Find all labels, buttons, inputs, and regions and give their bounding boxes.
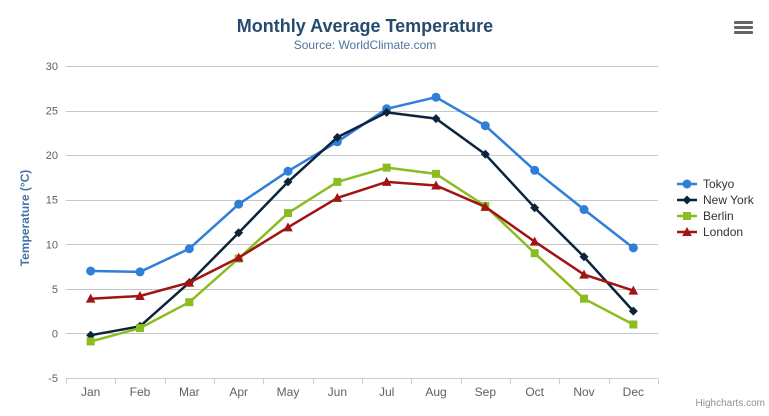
legend-label: Tokyo [703, 177, 735, 191]
series-london-point-feb[interactable] [135, 290, 145, 300]
series-tokyo[interactable] [86, 92, 638, 277]
x-axis-label-jan: Jan [81, 385, 100, 399]
series-london-point-mar[interactable] [184, 277, 195, 287]
series-london[interactable] [85, 176, 639, 303]
series-tokyo-point-aug[interactable] [431, 92, 441, 102]
y-axis-label-30: 30 [46, 61, 58, 73]
series-berlin-point-nov[interactable] [580, 294, 588, 303]
series-new-york-point-jun[interactable] [332, 132, 342, 142]
series-berlin-point-jun[interactable] [333, 177, 342, 186]
series-berlin-point-dec[interactable] [629, 320, 638, 329]
x-axis-label-aug: Aug [425, 385, 446, 399]
x-axis-label-oct: Oct [525, 385, 544, 399]
series-london-point-nov[interactable] [579, 269, 589, 279]
series-tokyo-point-dec[interactable] [628, 243, 638, 253]
y-axis-label-20: 20 [46, 150, 58, 162]
series-berlin-point-mar[interactable] [185, 298, 194, 307]
series-london-point-may[interactable] [283, 222, 293, 232]
series-new-york-point-sep[interactable] [480, 149, 490, 159]
series-berlin-point-may[interactable] [284, 209, 292, 218]
series-berlin-line [90, 166, 634, 343]
series-london-point-apr[interactable] [233, 252, 244, 262]
hamburger-icon [734, 31, 753, 34]
legend-item-berlin[interactable]: Berlin [676, 208, 754, 224]
legend-symbol-circle-icon [677, 179, 697, 189]
x-axis-label-mar: Mar [179, 385, 200, 399]
chart-title: Monthly Average Temperature [236, 16, 494, 36]
series-new-york[interactable] [86, 107, 638, 340]
x-axis-label-jun: Jun [328, 385, 347, 399]
series-tokyo-point-apr[interactable] [234, 199, 244, 209]
legend-item-tokyo[interactable]: Tokyo [676, 176, 754, 192]
legend-symbol-diamond-icon [677, 195, 697, 205]
series-new-york-point-dec[interactable] [628, 306, 638, 316]
series-new-york-point-jul[interactable] [382, 107, 392, 117]
x-axis-label-jul: Jul [379, 385, 394, 399]
x-axis-label-may: May [277, 385, 300, 399]
chart-context-menu-button[interactable] [734, 21, 753, 34]
series-berlin-point-aug[interactable] [432, 169, 440, 178]
x-axis-label-feb: Feb [130, 385, 151, 399]
series-new-york-point-oct[interactable] [530, 203, 540, 213]
series-tokyo-point-nov[interactable] [579, 205, 589, 215]
legend-symbol-triangle-icon [677, 227, 697, 236]
legend-item-new-york[interactable]: New York [676, 192, 754, 208]
series-london-point-dec[interactable] [628, 285, 639, 295]
series-tokyo-point-oct[interactable] [530, 165, 540, 175]
y-axis-label-25: 25 [46, 106, 58, 118]
y-axis-label-0: 0 [52, 328, 58, 340]
series-berlin-point-oct[interactable] [530, 249, 539, 258]
series-tokyo-point-mar[interactable] [184, 244, 194, 254]
series-london-point-jun[interactable] [332, 192, 343, 202]
y-axis-label-5: 5 [52, 284, 58, 296]
highcharts-credits-link[interactable]: Highcharts.com [695, 398, 765, 409]
series-new-york-point-apr[interactable] [234, 228, 244, 238]
hamburger-icon [734, 21, 753, 24]
y-axis-title: Temperature (°C) [18, 169, 32, 267]
chart-subtitle: Source: WorldClimate.com [293, 38, 437, 52]
x-axis-label-nov: Nov [573, 385, 594, 399]
series-tokyo-line [90, 95, 635, 274]
series-london-point-oct[interactable] [529, 236, 540, 246]
legend-label: Berlin [703, 209, 734, 223]
series-tokyo-point-feb[interactable] [135, 267, 145, 277]
legend-label: London [703, 225, 744, 239]
series-london-line [90, 180, 634, 300]
y-axis-label-15: 15 [46, 195, 58, 207]
series-new-york-point-nov[interactable] [579, 252, 589, 262]
series-tokyo-point-sep[interactable] [480, 121, 490, 131]
y-axis-label-10: 10 [46, 239, 58, 251]
series-new-york-point-may[interactable] [283, 177, 293, 187]
hamburger-icon [734, 26, 753, 29]
series-new-york-point-aug[interactable] [431, 114, 441, 124]
x-axis-label-apr: Apr [229, 385, 248, 399]
series-berlin-point-feb[interactable] [136, 324, 144, 333]
series-berlin-point-jan[interactable] [86, 337, 95, 346]
legend-label: New York [703, 193, 754, 207]
legend-item-london[interactable]: London [676, 224, 754, 240]
series-tokyo-point-jan[interactable] [86, 266, 96, 276]
legend: Tokyo New York Berlin London [676, 176, 754, 240]
series-london-point-jul[interactable] [381, 176, 392, 186]
series-london-point-sep[interactable] [480, 201, 491, 211]
series-london-point-aug[interactable] [431, 180, 441, 190]
series-london-point-jan[interactable] [85, 293, 96, 303]
legend-symbol-square-icon [677, 212, 697, 220]
x-axis-label-sep: Sep [475, 385, 497, 399]
y-axis-label--5: -5 [48, 373, 58, 385]
series-new-york-line [90, 111, 635, 337]
series-tokyo-point-may[interactable] [283, 166, 293, 176]
x-axis-label-dec: Dec [623, 385, 644, 399]
series-berlin-point-jul[interactable] [382, 163, 391, 172]
